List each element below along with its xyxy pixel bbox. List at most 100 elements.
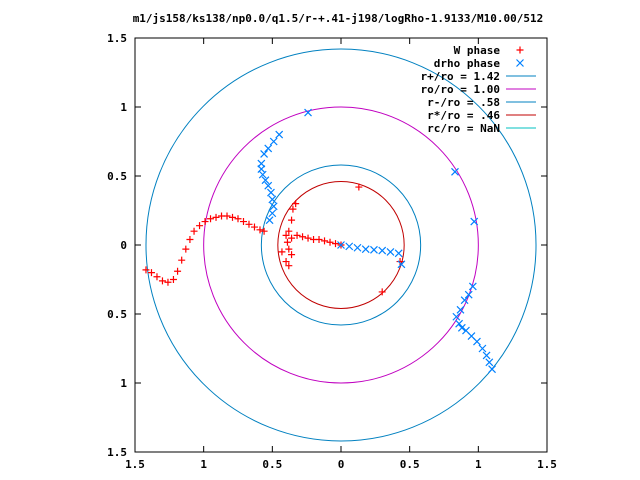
drho-phase-point <box>468 282 477 291</box>
w-phase-point <box>288 234 296 242</box>
w-phase-point <box>158 277 166 285</box>
legend-label: r-/ro = .58 <box>427 96 500 109</box>
drho-phase-point <box>268 195 277 204</box>
reference-circle <box>145 48 537 442</box>
drho-phase-point <box>478 344 487 353</box>
drho-phase-point <box>260 149 269 158</box>
w-phase-point <box>289 205 297 213</box>
w-phase-point <box>299 233 307 241</box>
drho-phase-point <box>456 305 465 314</box>
w-phase-point <box>256 226 264 234</box>
drho-phase-point <box>451 167 459 176</box>
legend-marker <box>516 46 524 54</box>
drho-phase-point <box>269 202 278 211</box>
w-phase-point <box>174 267 182 275</box>
w-phase-point <box>169 276 177 283</box>
x-tick-label: 0.5 <box>400 458 420 471</box>
w-phase-point <box>288 251 296 259</box>
drho-phase-point <box>361 245 370 254</box>
w-phase-point <box>292 200 300 208</box>
reference-circle <box>260 164 422 326</box>
legend-label: r*/ro = .46 <box>427 109 500 122</box>
drho-phase-point <box>394 249 403 258</box>
x-tick-label: 1.5 <box>537 458 557 471</box>
drho-phase-point <box>353 243 362 252</box>
drho-phase-point <box>397 260 406 269</box>
w-phase-point <box>250 223 258 231</box>
drho-phase-point <box>265 216 274 225</box>
drho-phase-point <box>488 365 496 374</box>
x-tick-label: 0.5 <box>262 458 282 471</box>
drho-phase-point <box>455 319 464 328</box>
legend-marker <box>516 59 524 67</box>
x-tick-label: 1.5 <box>125 458 145 471</box>
drho-phase-point <box>268 209 277 218</box>
drho-phase-point <box>473 337 481 346</box>
w-phase-point <box>223 212 231 220</box>
w-phase-point <box>378 288 386 296</box>
x-tick-label: 0 <box>338 458 345 471</box>
legend-label: drho phase <box>434 57 501 70</box>
y-tick-label: 1.5 <box>107 446 127 459</box>
w-phase-point <box>190 227 198 235</box>
w-phase-point <box>234 215 242 223</box>
w-phase-point <box>285 262 293 270</box>
w-phase-point <box>260 227 268 235</box>
drho-phase-point <box>258 170 267 179</box>
drho-phase-point <box>261 176 270 185</box>
w-phase-point <box>288 216 296 224</box>
w-phase-point <box>142 266 150 274</box>
w-phase-point <box>245 220 253 228</box>
data-points <box>142 108 496 374</box>
drho-phase-point <box>269 137 278 146</box>
drho-phase-point <box>460 296 469 305</box>
x-tick-label: 1 <box>475 458 482 471</box>
reference-circles <box>145 48 537 442</box>
drho-phase-point <box>264 144 273 153</box>
legend-label: rc/ro = NaN <box>427 122 500 135</box>
w-phase-point <box>315 235 323 243</box>
w-phase-point <box>285 245 293 253</box>
y-tick-label: 0.5 <box>107 308 127 321</box>
w-phase-point <box>278 248 286 256</box>
w-phase-point <box>283 238 291 246</box>
w-phase-point <box>207 215 215 223</box>
reference-circle <box>203 106 479 384</box>
y-tick-label: 0 <box>120 239 127 252</box>
w-phase-point <box>153 273 161 281</box>
chart-title: m1/js158/ks138/np0.0/q1.5/r-+.41-j198/lo… <box>133 12 544 25</box>
legend-label: r+/ro = 1.42 <box>421 70 500 83</box>
drho-phase-point <box>257 159 266 168</box>
drho-phase-point <box>264 181 273 190</box>
legend-label: W phase <box>454 44 501 57</box>
drho-phase-point <box>267 188 275 197</box>
drho-phase-point <box>457 323 466 332</box>
drho-phase-point <box>452 312 461 321</box>
axis-ticks: 1.5 1 0.5 0 0.5 1 1.51.510.500.511.5 <box>107 32 557 471</box>
w-phase-point <box>182 245 190 253</box>
drho-phase-point <box>482 351 491 360</box>
drho-phase-point <box>304 108 312 117</box>
w-phase-point <box>282 231 290 239</box>
w-phase-point <box>355 183 363 191</box>
w-phase-point <box>285 227 293 235</box>
w-phase-point <box>396 258 404 266</box>
x-tick-label: 1 <box>200 458 207 471</box>
drho-phase-point <box>485 358 494 367</box>
w-phase-point <box>239 218 247 226</box>
w-phase-point <box>293 231 301 239</box>
legend-label: ro/ro = 1.00 <box>421 83 500 96</box>
drho-phase-point <box>470 217 479 226</box>
w-phase-point <box>326 238 334 246</box>
w-phase-point <box>186 235 194 243</box>
w-phase-point <box>304 234 312 242</box>
drho-phase-point <box>378 246 387 255</box>
w-phase-point <box>229 213 237 221</box>
w-phase-point <box>164 278 172 286</box>
w-phase-point <box>332 240 340 248</box>
drho-phase-point <box>275 130 284 139</box>
w-phase-point <box>282 258 290 266</box>
y-tick-label: 1 <box>120 101 127 114</box>
